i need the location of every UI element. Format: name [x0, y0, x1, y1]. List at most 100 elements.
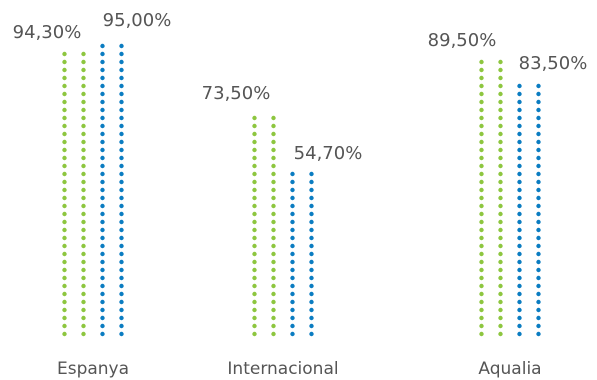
dot-mark — [119, 187, 124, 193]
dot-mark — [100, 83, 105, 89]
dot-mark — [517, 203, 522, 209]
dot-mark — [290, 315, 295, 321]
dot-mark — [498, 203, 503, 209]
dot-mark — [100, 211, 105, 217]
dot-mark — [290, 283, 295, 289]
dot-mark — [81, 179, 86, 185]
dot-mark — [100, 51, 105, 57]
dot-mark — [100, 243, 105, 249]
dot-mark — [119, 227, 124, 233]
dot-mark — [479, 83, 484, 89]
dot-mark — [309, 179, 314, 185]
dot-mark — [517, 243, 522, 249]
dot-mark — [100, 283, 105, 289]
dot-mark — [100, 251, 105, 257]
dot-mark — [536, 267, 541, 273]
dot-mark — [479, 251, 484, 257]
dot-mark — [271, 227, 276, 233]
dot-mark — [119, 299, 124, 305]
dot-mark — [62, 203, 67, 209]
dot-mark — [271, 115, 276, 121]
dot-mark — [252, 235, 257, 241]
dot-mark — [536, 227, 541, 233]
dot-mark — [100, 107, 105, 113]
dot-mark — [62, 243, 67, 249]
dot-mark — [309, 299, 314, 305]
dot-mark — [290, 251, 295, 257]
dot-mark — [498, 219, 503, 225]
dot-mark — [517, 219, 522, 225]
dot-mark — [517, 331, 522, 337]
dot-mark — [498, 275, 503, 281]
dot-mark — [119, 307, 124, 313]
dot-mark — [271, 179, 276, 185]
dot-mark — [252, 251, 257, 257]
dot-column-espanya-series-2-2 — [119, 43, 124, 337]
dot-mark — [536, 107, 541, 113]
dot-mark — [252, 291, 257, 297]
dot-mark — [119, 203, 124, 209]
dot-mark — [271, 123, 276, 129]
dot-mark — [100, 195, 105, 201]
dot-mark — [536, 139, 541, 145]
dot-mark — [290, 259, 295, 265]
dot-mark — [62, 171, 67, 177]
dot-mark — [517, 307, 522, 313]
dot-mark — [517, 107, 522, 113]
dot-mark — [498, 259, 503, 265]
dot-mark — [479, 283, 484, 289]
value-labels: 94,30% 95,00% 73,50% 54,70% 89,50% 83,50… — [13, 10, 588, 164]
dot-mark — [119, 123, 124, 129]
dot-mark — [536, 131, 541, 137]
dot-mark — [271, 219, 276, 225]
dot-mark — [100, 187, 105, 193]
dot-mark — [62, 75, 67, 81]
dot-mark — [252, 203, 257, 209]
dot-mark — [252, 171, 257, 177]
dot-mark — [252, 259, 257, 265]
dot-mark — [252, 195, 257, 201]
dot-mark — [498, 107, 503, 113]
dot-mark — [517, 267, 522, 273]
dot-mark — [119, 91, 124, 97]
dot-mark — [119, 267, 124, 273]
dot-mark — [119, 139, 124, 145]
dot-mark — [100, 235, 105, 241]
value-label-espanya-series-1: 94,30% — [13, 22, 82, 43]
dot-mark — [479, 179, 484, 185]
dot-mark — [479, 99, 484, 105]
dot-mark — [271, 171, 276, 177]
dot-mark — [62, 139, 67, 145]
dot-mark — [81, 243, 86, 249]
dot-mark — [309, 331, 314, 337]
dot-mark — [479, 307, 484, 313]
dot-mark — [252, 219, 257, 225]
dot-mark — [62, 59, 67, 65]
dot-mark — [309, 259, 314, 265]
dot-mark — [517, 323, 522, 329]
dot-mark — [252, 227, 257, 233]
value-label-espanya-series-2: 95,00% — [103, 10, 172, 31]
dot-mark — [119, 67, 124, 73]
dot-mark — [498, 227, 503, 233]
dot-mark — [498, 123, 503, 129]
dot-mark — [498, 251, 503, 257]
dot-mark — [252, 139, 257, 145]
dot-mark — [252, 115, 257, 121]
dot-mark — [517, 299, 522, 305]
dot-mark — [62, 91, 67, 97]
dot-mark — [517, 275, 522, 281]
dot-mark — [290, 299, 295, 305]
dot-mark — [479, 203, 484, 209]
dot-mark — [62, 163, 67, 169]
dot-mark — [81, 155, 86, 161]
dot-mark — [479, 163, 484, 169]
dot-mark — [271, 283, 276, 289]
dot-mark — [498, 307, 503, 313]
dot-mark — [479, 59, 484, 65]
dot-mark — [479, 275, 484, 281]
dot-mark — [81, 139, 86, 145]
dot-mark — [81, 51, 86, 57]
dot-mark — [271, 203, 276, 209]
